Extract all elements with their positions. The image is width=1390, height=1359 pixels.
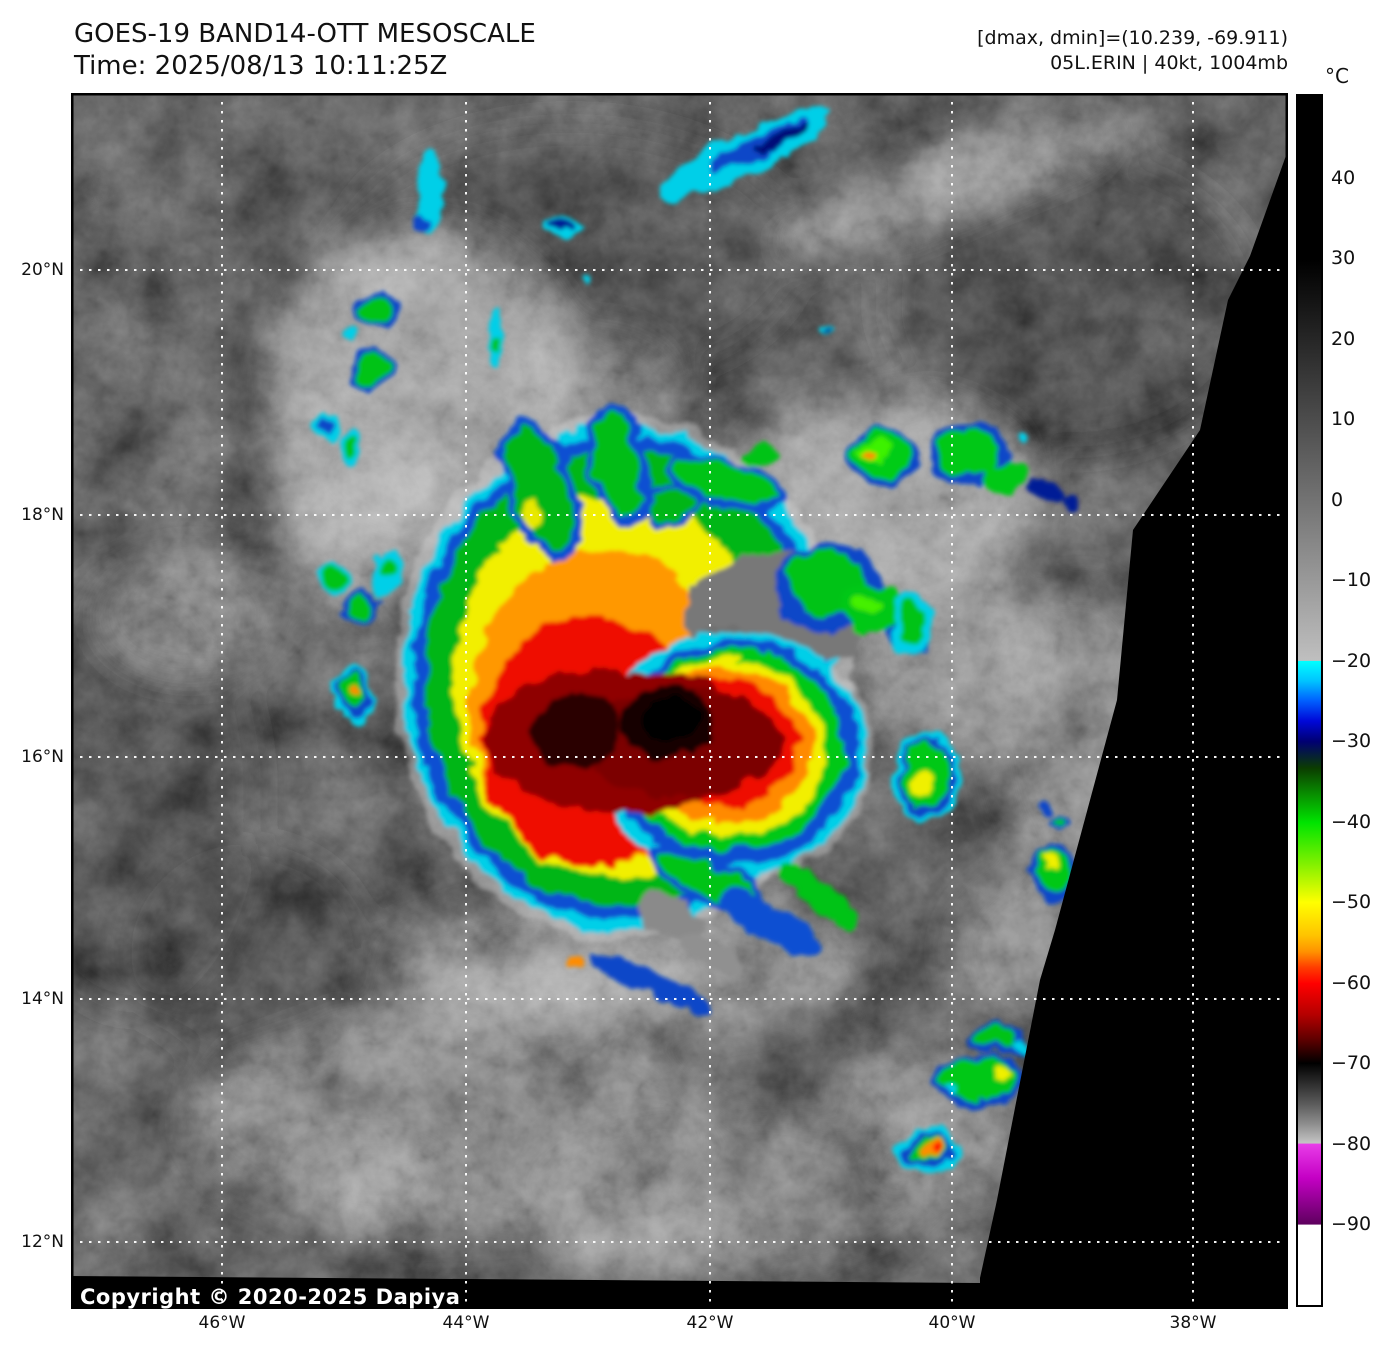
east-scattered-cells <box>891 735 1078 902</box>
lat-label-12n: 12°N <box>21 1232 64 1252</box>
colorbar-tick: −20 <box>1331 650 1372 672</box>
map-border <box>71 93 1288 1309</box>
no-data-wedge <box>980 150 1288 1309</box>
colorbar-unit-label: °C <box>1325 64 1349 88</box>
temperature-colorbar <box>1296 94 1323 1307</box>
lat-label-18n: 18°N <box>21 505 64 525</box>
header-right-block: [dmax, dmin]=(10.239, -69.911) 05L.ERIN … <box>977 26 1288 76</box>
southeast-cells <box>895 1025 1029 1172</box>
lon-label-40w: 40°W <box>928 1313 976 1333</box>
no-data-bottom-strip <box>71 1276 1288 1309</box>
colorbar-tick: −80 <box>1331 1133 1372 1155</box>
colorbar-tick: −30 <box>1331 730 1372 752</box>
storm-north-arms <box>501 402 787 565</box>
timestamp: Time: 2025/08/13 10:11:25Z <box>74 51 448 81</box>
lat-label-14n: 14°N <box>21 989 64 1009</box>
colorbar-tick: 0 <box>1331 489 1344 511</box>
colorbar-tick: 30 <box>1331 247 1356 269</box>
copyright-text: Copyright © 2020-2025 Dapiya <box>80 1285 461 1309</box>
storm-enhancement-layer <box>315 108 1083 1172</box>
colorbar-tick: −60 <box>1331 972 1372 994</box>
storm-info-text: 05L.ERIN | 40kt, 1004mb <box>1050 52 1288 74</box>
satellite-image-svg <box>71 93 1288 1309</box>
north-cyan-streaks <box>315 108 835 440</box>
colorbar-tick: 10 <box>1331 408 1356 430</box>
page-title: GOES-19 BAND14-OTT MESOSCALE <box>74 19 536 49</box>
colorbar-tick: 20 <box>1331 328 1356 350</box>
satellite-map-image: Copyright © 2020-2025 Dapiya <box>71 93 1288 1309</box>
west-small-cells <box>317 427 401 724</box>
storm-cold-cores <box>483 669 781 813</box>
colorbar-tick: 40 <box>1331 167 1356 189</box>
title-block: GOES-19 BAND14-OTT MESOSCALE Time: 2025/… <box>74 18 536 82</box>
data-range-text: [dmax, dmin]=(10.239, -69.911) <box>977 27 1288 49</box>
lon-label-38w: 38°W <box>1169 1313 1217 1333</box>
lon-label-42w: 42°W <box>686 1313 734 1333</box>
colorbar-tick: −50 <box>1331 891 1372 913</box>
colorbar-tick: −90 <box>1331 1213 1372 1235</box>
lat-label-16n: 16°N <box>21 747 64 767</box>
colorbar-tick: −10 <box>1331 569 1372 591</box>
colorbar-tick: −40 <box>1331 811 1372 833</box>
storm-southeast-arms <box>563 844 852 1016</box>
lon-label-46w: 46°W <box>198 1313 246 1333</box>
lon-label-44w: 44°W <box>442 1313 490 1333</box>
lat-label-20n: 20°N <box>21 260 64 280</box>
colorbar-tick: −70 <box>1331 1052 1372 1074</box>
